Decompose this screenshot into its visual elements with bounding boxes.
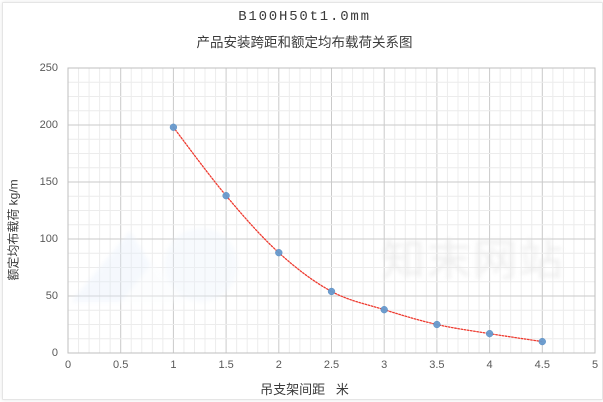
svg-text:知末网站: 知末网站 [381, 224, 565, 288]
